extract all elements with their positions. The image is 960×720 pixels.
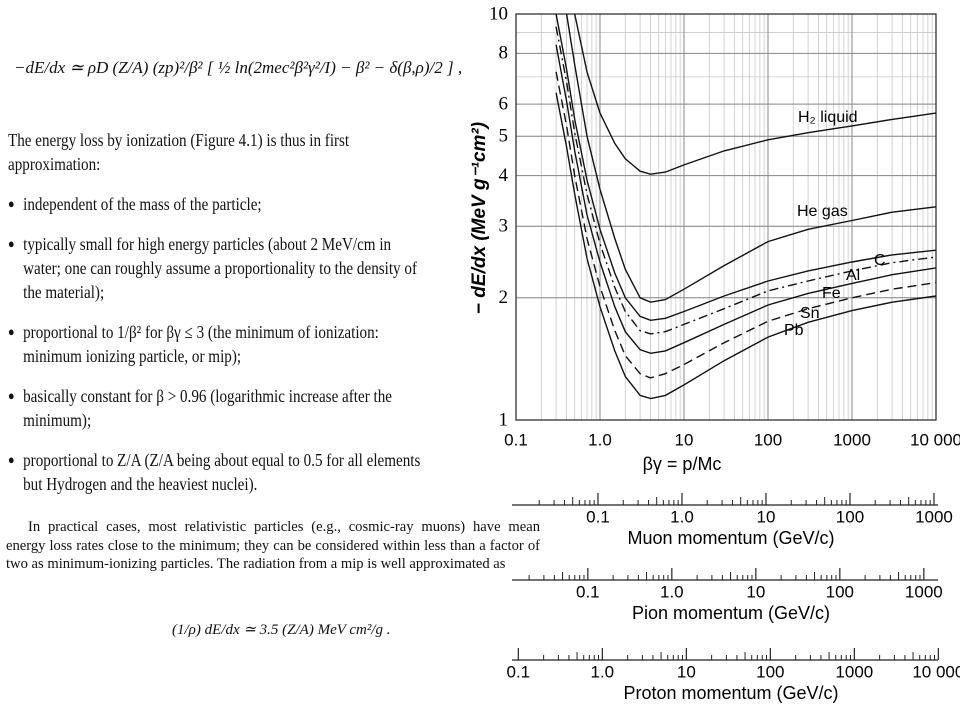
curve	[555, 92, 936, 400]
formula: (1/ρ) dE/dx ≃ 3.5 (Z/A) MeV cm²/g .	[172, 622, 391, 638]
bullet: proportional to Z/A (Z/A being about equ…	[8, 448, 428, 496]
x-tick-label: 1000	[833, 430, 871, 449]
curve-label: C	[874, 252, 886, 269]
tick-label: 1000	[835, 662, 873, 681]
curve-label: H₂ liquid	[798, 109, 858, 126]
curve-label: He gas	[797, 203, 848, 220]
tick-label: 1000	[905, 582, 943, 601]
y-tick-label: 6	[499, 93, 509, 114]
x-tick-label: 10 000	[910, 430, 960, 449]
curve	[555, 44, 936, 355]
curve-label: Sn	[800, 305, 820, 322]
tick-label: 100	[826, 582, 854, 601]
tick-label: 1000	[915, 507, 953, 526]
curve	[574, 14, 936, 175]
plot-frame	[515, 13, 937, 421]
y-tick-label: 5	[499, 126, 509, 147]
curves	[555, 14, 936, 400]
y-tick-label: 2	[499, 287, 509, 308]
y-tick-label: 8	[499, 43, 509, 64]
tick-label: 0.1	[507, 662, 531, 681]
tick-label: 10	[746, 582, 765, 601]
x-tick-label: 10	[675, 430, 694, 449]
curve	[555, 14, 936, 322]
curve	[565, 14, 936, 303]
bullet: typically small for high energy particle…	[8, 232, 428, 304]
momentum-axis-title: Pion momentum (GeV/c)	[632, 603, 830, 623]
curve-label: Pb	[784, 322, 804, 339]
momentum-axis-title: Proton momentum (GeV/c)	[623, 683, 838, 703]
x-axis-title: βγ = p/Mc	[643, 454, 722, 474]
tick-label: 1.0	[591, 662, 615, 681]
tick-label: 10	[757, 507, 776, 526]
tick-label: 1.0	[660, 582, 684, 601]
tick-label: 1.0	[670, 507, 694, 526]
tick-label: 0.1	[586, 507, 610, 526]
bullet: basically constant for β > 0.96 (logarit…	[8, 384, 428, 432]
text-block: The energy loss by ionization (Figure 4.…	[8, 128, 428, 512]
curve	[555, 26, 936, 335]
y-axis-title: − dE/dx (MeV g⁻¹cm²)	[469, 122, 490, 314]
x-tick-label: 100	[754, 430, 782, 449]
bullet: proportional to 1/β² for βγ ≤ 3 (the min…	[8, 320, 428, 368]
tick-label: 0.1	[576, 582, 600, 601]
tick-label: 10	[677, 662, 696, 681]
tick-label: 100	[756, 662, 784, 681]
y-tick-label: 1	[499, 409, 509, 430]
y-tick-label: 4	[499, 165, 509, 186]
curve	[555, 71, 936, 379]
bullet-list: independent of the mass of the particle;…	[8, 192, 428, 496]
y-tick-label: 3	[499, 216, 509, 237]
bullet: independent of the mass of the particle;	[8, 192, 428, 216]
intro: The energy loss by ionization (Figure 4.…	[8, 130, 350, 174]
x-tick-label: 0.1	[504, 430, 528, 449]
formula: −dE/dx ≃ ρD (Z/A) (zp)²/β² [ ½ ln(2mec²β…	[14, 58, 463, 77]
y-tick-label: 10	[489, 3, 508, 24]
curve-label: Fe	[822, 285, 841, 302]
paragraph: In practical cases, most relativistic pa…	[6, 519, 540, 572]
tick-label: 10 000	[912, 662, 960, 681]
x-tick-label: 1.0	[588, 430, 612, 449]
tick-label: 100	[836, 507, 864, 526]
curve-label: Al	[846, 267, 860, 284]
momentum-axis-title: Muon momentum (GeV/c)	[627, 528, 834, 548]
